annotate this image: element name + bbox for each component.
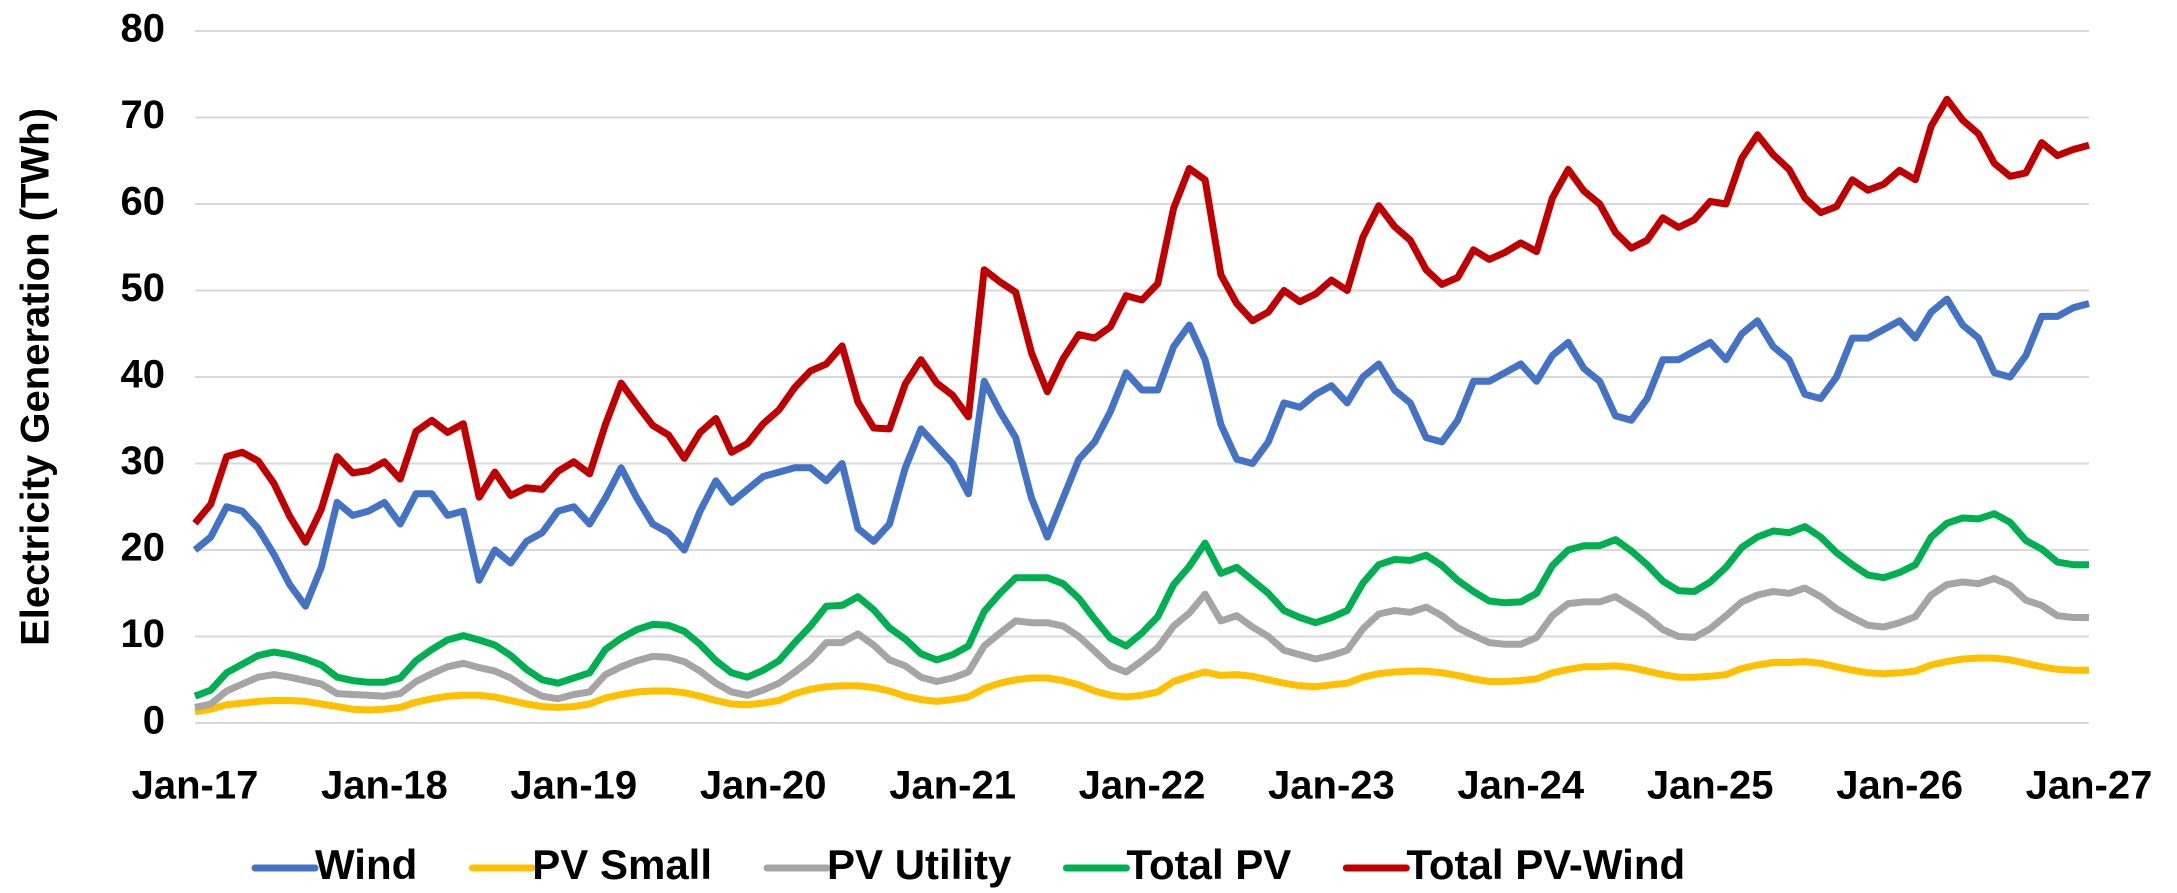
y-tick-label: 10 bbox=[121, 612, 166, 656]
x-tick-label: Jan-18 bbox=[321, 764, 448, 808]
y-tick-label: 20 bbox=[121, 526, 166, 570]
y-tick-label: 70 bbox=[121, 93, 166, 137]
legend-item: Total PV-Wind bbox=[1342, 841, 1685, 888]
x-tick-label: Jan-22 bbox=[1079, 764, 1206, 808]
legend-item: Wind bbox=[251, 841, 417, 888]
y-tick-label: 60 bbox=[121, 180, 166, 224]
legend-item: PV Utility bbox=[763, 841, 1012, 888]
y-tick-label: 30 bbox=[121, 439, 166, 483]
series-line bbox=[193, 510, 2089, 700]
x-tick-label: Jan-27 bbox=[2026, 764, 2153, 808]
series-line bbox=[194, 654, 2089, 716]
y-axis-title: Electricity Generation (TWh) bbox=[14, 108, 58, 646]
series-line bbox=[192, 95, 2090, 546]
series-line bbox=[192, 295, 2090, 610]
legend-item: PV Small bbox=[468, 841, 712, 888]
x-tick-label: Jan-24 bbox=[1457, 764, 1584, 808]
x-tick-label: Jan-21 bbox=[889, 764, 1016, 808]
y-tick-label: 80 bbox=[121, 7, 166, 51]
x-tick-label: Jan-25 bbox=[1647, 764, 1774, 808]
x-tick-label: Jan-17 bbox=[132, 764, 259, 808]
x-tick-label: Jan-20 bbox=[700, 764, 827, 808]
legend-label: Total PV bbox=[1126, 841, 1291, 888]
legend-label: PV Utility bbox=[827, 841, 1012, 888]
legend-label: Total PV-Wind bbox=[1406, 841, 1685, 888]
legend-item: Total PV bbox=[1062, 841, 1291, 888]
x-tick-label: Jan-23 bbox=[1268, 764, 1395, 808]
legend-label: Wind bbox=[315, 841, 417, 888]
series-line bbox=[194, 575, 2089, 711]
x-tick-label: Jan-26 bbox=[1836, 764, 1963, 808]
y-tick-label: 0 bbox=[143, 699, 165, 743]
y-tick-label: 50 bbox=[121, 266, 166, 310]
x-tick-label: Jan-19 bbox=[510, 764, 637, 808]
legend-label: PV Small bbox=[532, 841, 712, 888]
y-tick-label: 40 bbox=[121, 353, 166, 397]
